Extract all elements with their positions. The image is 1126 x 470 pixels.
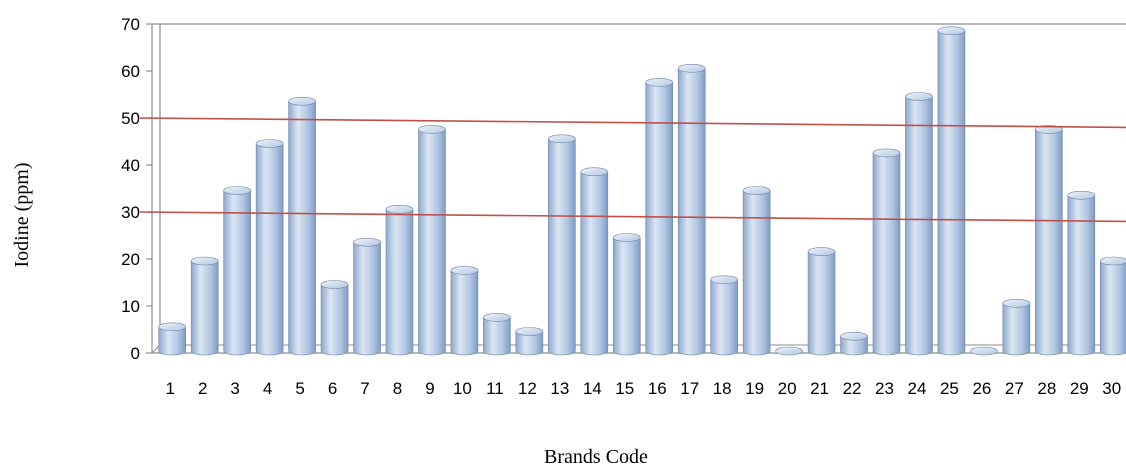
x-axis-ticks: 1 2 3 4 5 6 7 8 9 10 11 12 13 14 15 16 17 18 19 20 21 22 23 24 2…	[165, 379, 1121, 398]
y-tick-label: 60	[121, 62, 140, 81]
bar	[190, 256, 219, 356]
x-tick-label: 23	[875, 379, 894, 398]
bar	[905, 92, 933, 356]
bar	[1067, 190, 1096, 356]
y-tick-label: 50	[121, 109, 140, 128]
x-tick-label: 6	[328, 379, 337, 398]
x-tick-label: 4	[263, 379, 272, 398]
y-tick-label: 40	[121, 156, 140, 175]
x-tick-label: 24	[908, 379, 927, 398]
y-tick-label: 30	[121, 203, 140, 222]
x-tick-label: 19	[745, 379, 764, 398]
bar	[418, 125, 446, 356]
x-tick-label: 30	[1102, 379, 1121, 398]
x-tick-label: 16	[648, 379, 667, 398]
x-tick-label: 2	[198, 379, 207, 398]
bar	[483, 313, 511, 356]
bar	[937, 26, 966, 356]
x-tick-label: 3	[230, 379, 239, 398]
bar	[742, 186, 771, 356]
x-tick-label: 20	[778, 379, 797, 398]
x-tick-label: 28	[1037, 379, 1056, 398]
bar	[580, 167, 609, 356]
x-tick-label: 15	[615, 379, 634, 398]
bar	[548, 134, 576, 356]
x-tick-label: 13	[550, 379, 569, 398]
bar-series	[158, 26, 1126, 356]
reference-line	[139, 211, 1126, 223]
x-tick-label: 29	[1070, 379, 1089, 398]
x-tick-label: 10	[453, 379, 472, 398]
x-tick-label: 22	[843, 379, 862, 398]
bar	[450, 266, 479, 356]
x-tick-label: 5	[295, 379, 304, 398]
x-tick-label: 7	[360, 379, 369, 398]
bar	[223, 186, 251, 356]
x-tick-label: 12	[518, 379, 537, 398]
bar	[775, 346, 803, 356]
y-axis-ticks: 0 10 20 30 40 50 60 70	[121, 15, 152, 363]
bar	[872, 148, 901, 356]
y-tick-label: 0	[131, 344, 140, 363]
y-axis-label: Iodine (ppm)	[11, 163, 33, 268]
x-axis-label: Brands Code	[544, 446, 648, 468]
bar	[288, 96, 316, 356]
x-tick-label: 8	[393, 379, 402, 398]
bar	[807, 247, 836, 356]
x-tick-label: 14	[583, 379, 602, 398]
bar	[710, 275, 738, 356]
bar	[158, 322, 187, 356]
y-tick-label: 10	[121, 297, 140, 316]
y-tick-label: 20	[121, 250, 140, 269]
bar	[840, 331, 868, 356]
reference-line	[139, 117, 1126, 129]
x-tick-label: 17	[680, 379, 699, 398]
bar	[1099, 256, 1126, 356]
x-tick-label: 1	[165, 379, 174, 398]
x-tick-label: 26	[972, 379, 991, 398]
bar	[1002, 298, 1031, 356]
bar	[320, 280, 349, 356]
bar	[970, 346, 998, 356]
reference-lines	[139, 117, 1126, 223]
x-tick-label: 27	[1005, 379, 1024, 398]
bar	[677, 64, 706, 356]
x-tick-label: 18	[713, 379, 732, 398]
x-tick-label: 9	[425, 379, 434, 398]
bar	[353, 237, 381, 356]
x-tick-label: 25	[940, 379, 959, 398]
bar	[612, 233, 641, 356]
x-tick-label: 21	[810, 379, 829, 398]
bar	[515, 327, 544, 356]
bar	[385, 205, 414, 356]
bar	[645, 78, 674, 356]
y-tick-label: 70	[121, 15, 140, 34]
bar	[1035, 125, 1063, 356]
bar	[255, 139, 284, 356]
x-tick-label: 11	[486, 379, 504, 398]
